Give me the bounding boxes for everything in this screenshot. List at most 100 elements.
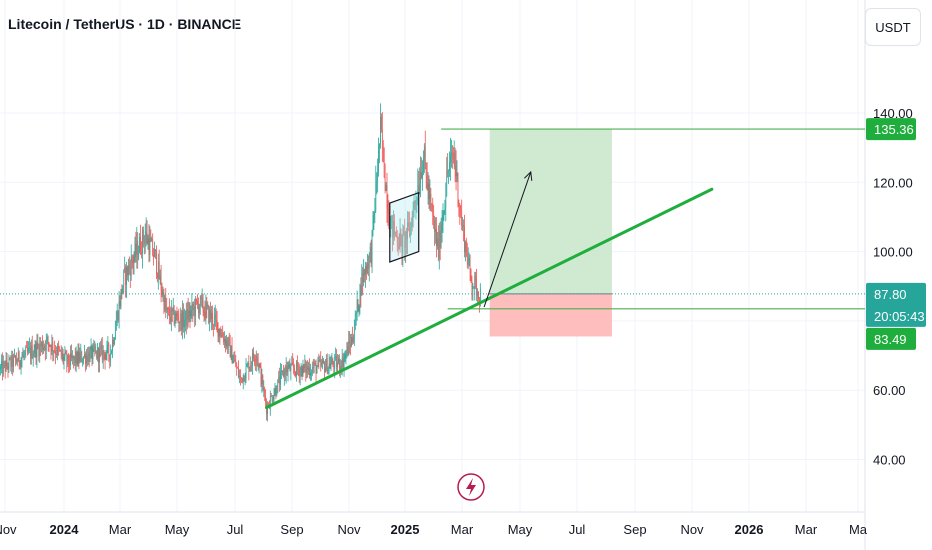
- candle-body: [237, 367, 238, 369]
- candle-body: [29, 347, 30, 349]
- candle-body: [199, 295, 201, 307]
- candle-body: [471, 280, 473, 289]
- x-tick-label: Mar: [109, 522, 132, 537]
- candle-body: [465, 241, 467, 254]
- candle-body: [325, 367, 326, 373]
- candle-body: [116, 311, 118, 322]
- candle-body: [332, 359, 334, 365]
- candle-body: [160, 275, 162, 291]
- y-tick-label: 120.00: [873, 175, 913, 190]
- trendline[interactable]: [265, 187, 714, 410]
- candle-body: [351, 337, 352, 347]
- candle-body: [441, 225, 443, 232]
- candle-body: [191, 303, 193, 311]
- candle-body: [417, 185, 419, 200]
- drawings: [0, 128, 865, 410]
- candle-body: [354, 314, 356, 330]
- candle-body: [440, 231, 442, 248]
- candle-body: [366, 265, 367, 273]
- candle-body: [71, 353, 72, 359]
- projection-arrow[interactable]: [483, 171, 532, 308]
- candle-body: [217, 322, 219, 337]
- candle-body: [270, 396, 272, 398]
- candle-body: [472, 288, 474, 290]
- currency-button[interactable]: USDT: [865, 8, 921, 46]
- candle-body: [296, 361, 297, 376]
- candle-body: [113, 340, 114, 345]
- candle-body: [97, 347, 98, 359]
- candle-body: [395, 231, 396, 235]
- candle-body: [345, 353, 347, 355]
- candle-body: [205, 303, 207, 318]
- candle-body: [329, 363, 331, 369]
- candle-body: [367, 263, 369, 269]
- candle-body: [128, 265, 130, 268]
- candle-body: [376, 181, 378, 183]
- flag-pattern[interactable]: [389, 191, 420, 263]
- candle-body: [449, 162, 450, 171]
- candle-body: [234, 359, 236, 361]
- candle-body: [400, 232, 402, 235]
- price-tag-target: [866, 118, 916, 141]
- candle-body: [165, 297, 167, 308]
- candle-body: [186, 309, 188, 326]
- candle-body: [312, 367, 314, 368]
- candle-body: [42, 342, 43, 351]
- candle-body: [143, 241, 145, 244]
- candle-body: [261, 375, 263, 385]
- candle-body: [432, 209, 434, 216]
- x-tick-label: Jul: [227, 522, 244, 537]
- x-tick-label: 2024: [50, 522, 80, 537]
- candle-body: [24, 352, 26, 356]
- candle-body: [444, 207, 446, 211]
- candle-body: [340, 366, 342, 371]
- candle-body: [251, 365, 252, 367]
- candle-body: [311, 372, 312, 374]
- candle-body: [308, 367, 309, 371]
- candle-body: [11, 355, 13, 367]
- candle-body: [19, 362, 21, 367]
- candle-body: [25, 347, 27, 353]
- candle-body: [44, 346, 45, 348]
- candle-body: [92, 347, 94, 360]
- candle-body: [89, 350, 91, 362]
- candle-body: [226, 340, 227, 347]
- candle-body: [456, 172, 458, 177]
- candle-body: [321, 362, 322, 366]
- position-zones: [489, 129, 612, 337]
- candle-body: [421, 172, 422, 179]
- candle-body: [252, 352, 253, 366]
- candle-body: [215, 314, 217, 320]
- lightning-icon[interactable]: [457, 473, 485, 501]
- candle-body: [156, 250, 157, 275]
- candle-body: [297, 361, 298, 370]
- candle-body: [467, 260, 469, 265]
- candle-body: [51, 341, 53, 352]
- candle-body: [338, 358, 339, 363]
- candle-body: [326, 358, 328, 374]
- time-axis[interactable]: Nov 2024 Mar May Jul Sep Nov 2025 Mar May Jul Sep No…: [0, 522, 868, 537]
- chart-title: Litecoin / TetherUS · 1D · BINANCE: [8, 16, 242, 32]
- candle-body: [111, 351, 112, 354]
- candle-body: [166, 307, 168, 312]
- candle-body: [300, 367, 302, 371]
- candle-body: [478, 292, 479, 299]
- candle-body: [307, 366, 308, 371]
- candle-body: [196, 299, 197, 302]
- candle-body: [185, 310, 187, 326]
- candle-body: [435, 228, 436, 232]
- candle-body: [357, 299, 359, 312]
- candle-body: [397, 244, 399, 247]
- candle-body: [297, 369, 299, 370]
- candle-body: [54, 350, 56, 352]
- candle-body: [263, 388, 265, 390]
- candle-body: [134, 243, 136, 258]
- candle-body: [373, 212, 375, 216]
- candle-body: [80, 352, 82, 355]
- x-tick-label: Nov: [680, 522, 704, 537]
- candle-body: [256, 356, 258, 359]
- candle-body: [413, 201, 415, 208]
- candle-body: [193, 306, 195, 311]
- candle-body: [38, 346, 40, 356]
